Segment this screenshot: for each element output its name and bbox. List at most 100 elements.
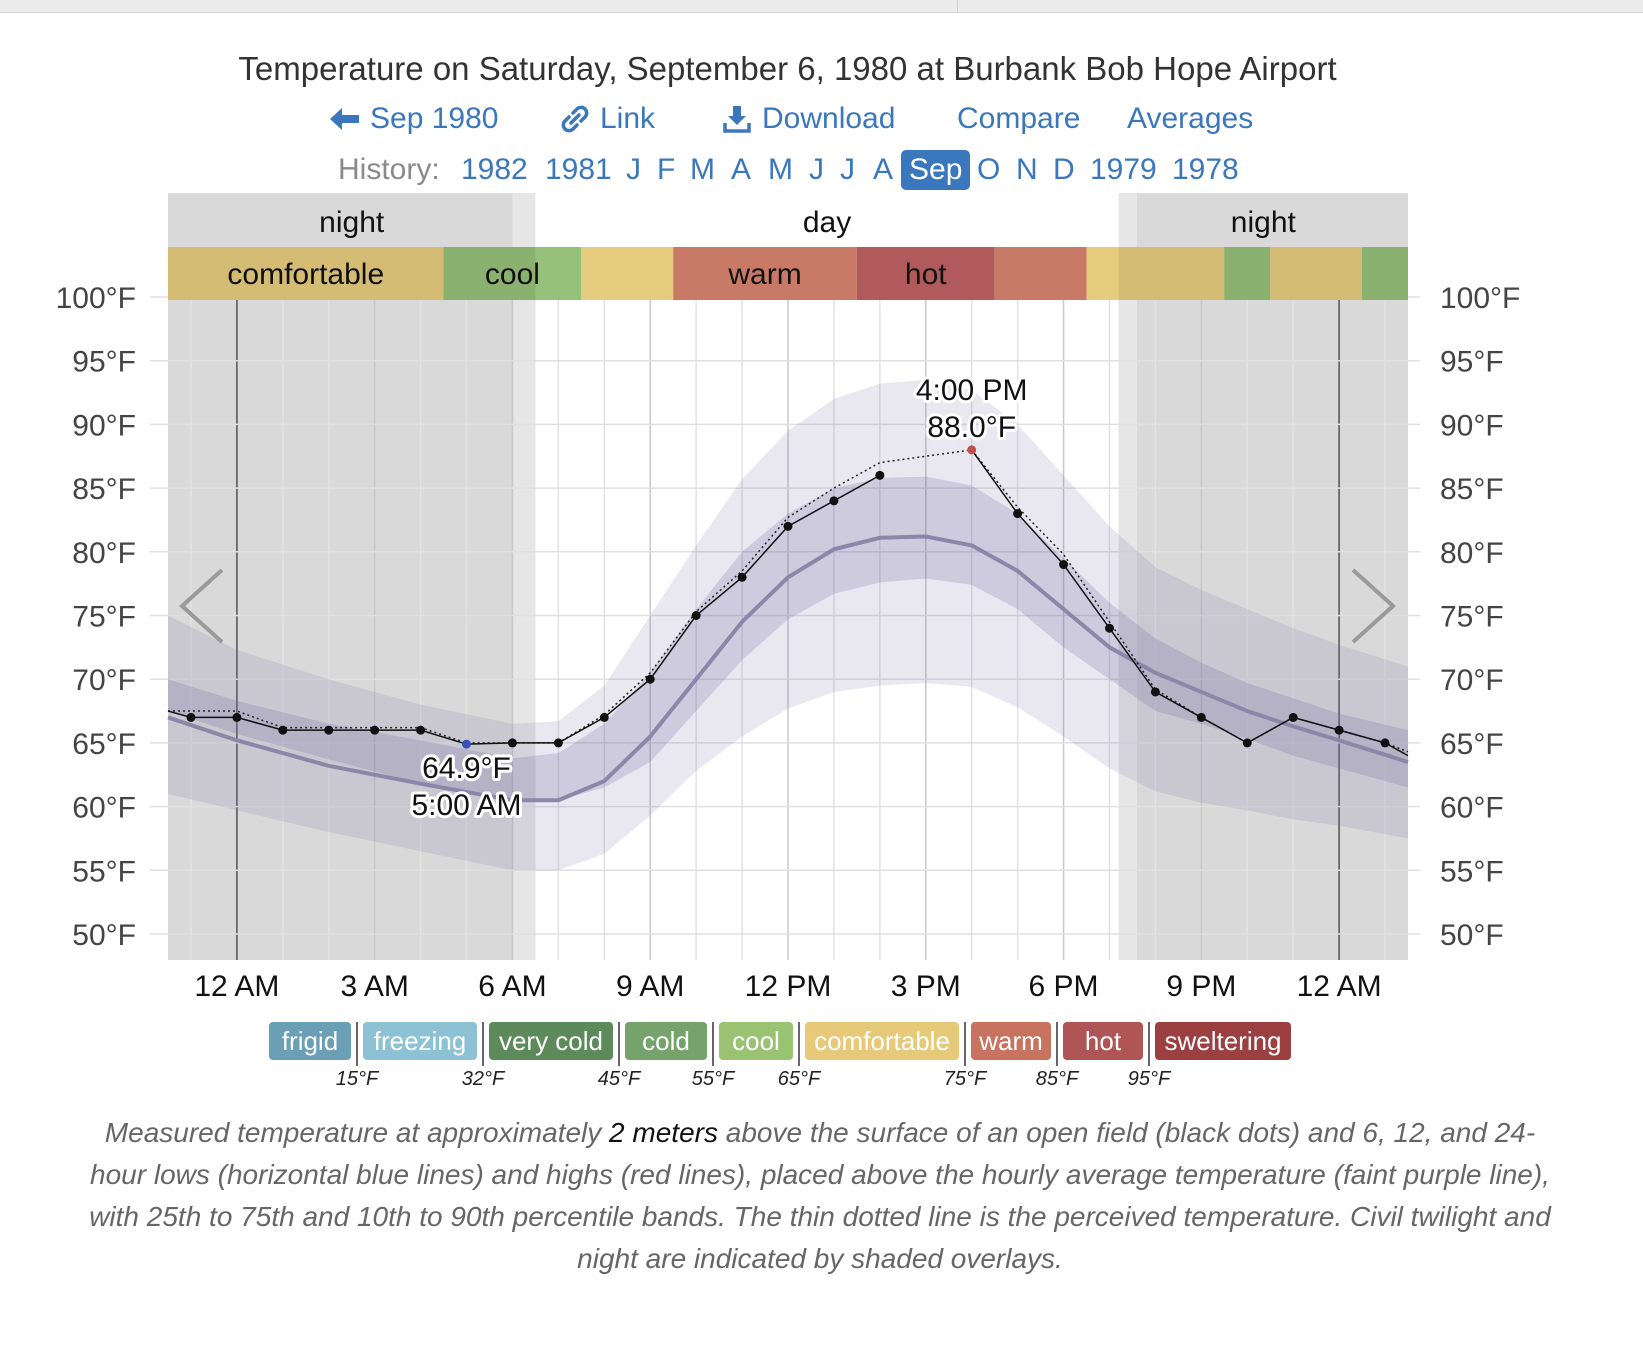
compare-link[interactable]: Compare [957,102,1080,136]
x-tick-label: 12 AM [194,970,279,1003]
y-tick-label-left: 65°F [72,728,136,761]
measured-point [507,738,517,748]
legend-divider [618,1022,620,1066]
measured-point [462,739,472,749]
history-item[interactable]: 1978 [1172,153,1239,186]
twilight-shade [512,193,536,960]
legend-chip: warm [971,1022,1051,1060]
history-item[interactable]: A [873,153,894,186]
history-item[interactable]: 1979 [1090,153,1157,186]
averages-label: Averages [1127,102,1254,135]
history-item[interactable]: J [840,153,855,186]
legend-threshold: 65°F [777,1068,821,1090]
compare-label: Compare [957,102,1081,135]
measured-point [1242,738,1252,748]
average-temperature-line [167,534,1409,803]
twilight-shade [1118,193,1138,960]
x-tick-label: 3 AM [340,970,408,1003]
legend-chip: sweltering [1155,1022,1291,1060]
measured-point [645,674,655,684]
x-tick-label: 6 AM [478,970,546,1003]
x-tick-label: 6 PM [1029,970,1099,1003]
history-item[interactable]: F [657,153,676,186]
download-link[interactable]: Download [722,102,895,136]
history-item[interactable]: M [768,153,793,186]
extreme-label-halo: 5:00 AM [411,789,521,822]
legend-divider [712,1022,714,1066]
browser-tab-strip [0,0,1643,13]
measured-point [1380,738,1390,748]
y-tick-label-left: 95°F [72,346,136,379]
measured-point [875,470,885,480]
history-item[interactable]: 1982 [461,153,528,186]
chevron-right-icon[interactable] [1351,568,1396,644]
period-label: night [1231,206,1297,239]
legend-divider [1148,1022,1150,1066]
measured-point [1059,560,1069,570]
history-item[interactable]: M [690,153,715,186]
measured-point [1013,509,1023,519]
night-band-overlay [1118,247,1408,300]
measured-point [967,445,977,455]
measured-point [186,712,196,722]
legend-chip: hot [1063,1022,1143,1060]
comfort-band-label: comfortable [227,258,384,291]
y-tick-label-right: 85°F [1440,473,1504,506]
y-tick-label-left: 80°F [72,537,136,570]
extreme-label-halo: 64.9°F [422,752,511,785]
measured-point [416,725,426,735]
y-tick-label-right: 70°F [1440,664,1504,697]
link-icon [561,105,589,133]
y-tick-label-right: 55°F [1440,855,1504,888]
history-item[interactable]: O [977,153,1001,186]
legend-chip: very cold [489,1022,613,1060]
measured-point [1104,623,1114,633]
legend-threshold: 75°F [943,1068,987,1090]
temperature-legend: frigid freezing very cold cold cool comfortab… [0,1022,1643,1092]
comfort-band-label: warm [727,258,801,291]
night-band-overlay [168,247,536,300]
history-item[interactable]: N [1016,153,1038,186]
measured-point [324,725,334,735]
comfort-band-segment [1362,247,1408,300]
caption-part1: Measured temperature at approximately [104,1117,610,1148]
measured-point [829,496,839,506]
tab-divider [957,0,958,12]
legend-chip: cool [719,1022,793,1060]
caption-emphasis: 2 meters [609,1117,718,1148]
download-label: Download [762,102,896,135]
legend-threshold: 45°F [597,1068,641,1090]
measured-point [1334,725,1344,735]
history-item[interactable]: D [1053,153,1075,186]
measured-point [599,712,609,722]
history-item[interactable]: J [626,153,641,186]
y-tick-label-left: 85°F [72,473,136,506]
history-item-active[interactable]: Sep [901,150,971,190]
averages-link[interactable]: Averages [1127,102,1253,136]
y-tick-label-right: 90°F [1440,409,1504,442]
y-tick-label-right: 95°F [1440,346,1504,379]
period-label: day [803,206,851,239]
legend-chip: comfortable [805,1022,959,1060]
temperature-chart: 50°F 50°F 55°F 55°F 60°F 60°F 65°F 65°F 70°F 70°F… [56,193,1520,1003]
history-item[interactable]: J [809,153,824,186]
y-tick-label-left: 90°F [72,409,136,442]
legend-threshold: 95°F [1127,1068,1171,1090]
period-label: night [319,206,385,239]
low-annotation: 5:00 AM [411,789,521,822]
chevron-left-icon[interactable] [179,568,224,644]
history-item[interactable]: 1981 [545,153,612,186]
back-month-link[interactable]: Sep 1980 [330,102,498,136]
comfort-band-segment [168,247,444,300]
caption-part2: above the surface of an open field (blac… [89,1117,1551,1274]
history-item[interactable]: A [731,153,752,186]
measured-point [553,738,563,748]
arrow-left-icon [330,108,359,130]
comfort-band-segment [443,247,582,300]
high-annotation: 88.0°F [927,411,1016,444]
legend-chip: cold [625,1022,707,1060]
y-tick-label-right: 60°F [1440,792,1504,825]
legend-threshold: 15°F [335,1068,379,1090]
low-annotation: 64.9°F [422,752,511,785]
permalink-link[interactable]: Link [560,102,655,136]
